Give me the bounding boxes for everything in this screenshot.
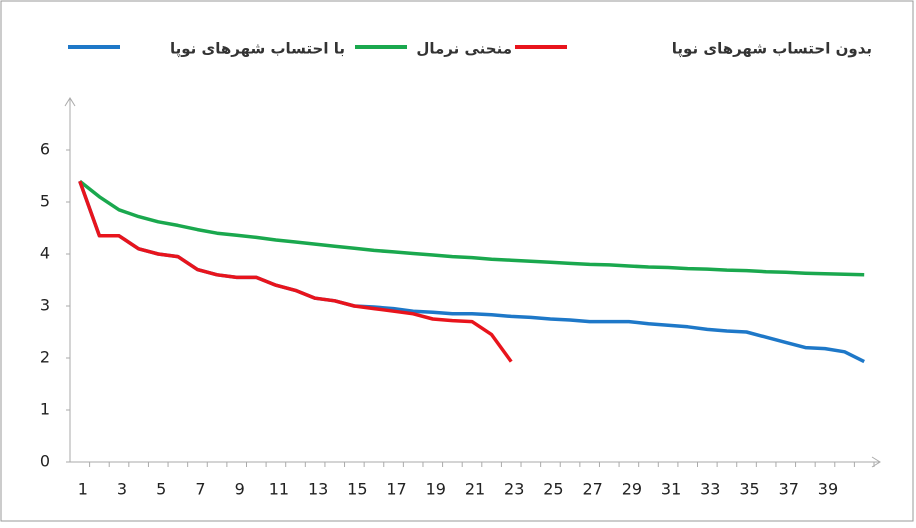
x-tick-label: 37: [779, 480, 799, 499]
y-tick-label: 5: [40, 192, 50, 211]
x-arrow: [871, 456, 881, 468]
x-tick-label: 3: [117, 480, 127, 499]
x-tick-label: 21: [465, 480, 485, 499]
x-tick-label: 11: [269, 480, 289, 499]
legend-label: منحنی نرمال: [416, 40, 512, 58]
y-tick-label: 1: [40, 400, 50, 419]
y-arrow: [64, 97, 76, 107]
x-tick-label: 25: [543, 480, 563, 499]
y-tick-label: 3: [40, 296, 50, 315]
y-tick-label: 0: [40, 452, 50, 471]
x-tick-label: 29: [622, 480, 642, 499]
x-tick-label: 27: [582, 480, 602, 499]
x-tick-label: 7: [195, 480, 205, 499]
y-tick-label: 4: [40, 244, 50, 263]
x-tick-label: 9: [235, 480, 245, 499]
series-line: [78, 180, 513, 363]
x-tick-label: 19: [426, 480, 446, 499]
x-tick-label: 17: [386, 480, 406, 499]
x-tick-label: 33: [700, 480, 720, 499]
y-tick-label: 2: [40, 348, 50, 367]
series-line: [78, 179, 865, 277]
legend-label: با احتساب شهرهای نوپا: [170, 40, 345, 59]
legend-label: بدون احتساب شهرهای نوپا: [672, 40, 872, 59]
y-tick-label: 6: [40, 140, 50, 159]
x-tick-label: 15: [347, 480, 367, 499]
x-tick-label: 13: [308, 480, 328, 499]
x-tick-label: 5: [156, 480, 166, 499]
x-tick-label: 23: [504, 480, 524, 499]
x-tick-label: 39: [818, 480, 838, 499]
x-tick-label: 31: [661, 480, 681, 499]
x-tick-label: 1: [78, 480, 88, 499]
x-tick-label: 35: [739, 480, 759, 499]
